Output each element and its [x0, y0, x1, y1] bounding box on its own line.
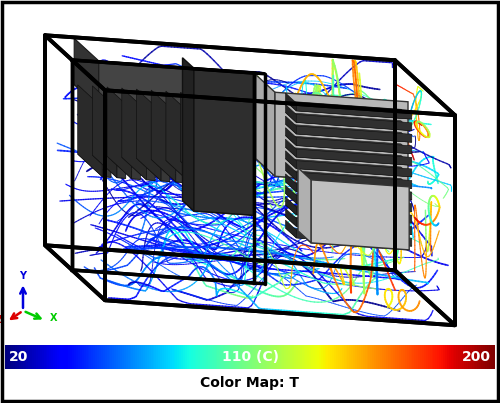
Polygon shape: [298, 168, 311, 243]
Polygon shape: [151, 90, 176, 182]
Polygon shape: [286, 174, 296, 192]
Polygon shape: [286, 93, 296, 111]
Polygon shape: [166, 160, 199, 184]
Polygon shape: [296, 230, 412, 246]
Polygon shape: [286, 101, 412, 119]
Polygon shape: [92, 86, 117, 178]
Polygon shape: [99, 61, 253, 118]
Polygon shape: [196, 93, 220, 185]
Polygon shape: [196, 162, 228, 186]
Polygon shape: [107, 87, 132, 179]
Polygon shape: [180, 162, 214, 185]
Polygon shape: [136, 89, 161, 181]
Polygon shape: [286, 128, 296, 145]
Polygon shape: [161, 112, 170, 181]
Polygon shape: [286, 139, 296, 157]
Polygon shape: [286, 208, 296, 226]
Polygon shape: [256, 75, 275, 176]
Polygon shape: [286, 162, 296, 180]
Polygon shape: [296, 195, 412, 212]
Polygon shape: [210, 94, 234, 186]
Polygon shape: [286, 228, 412, 246]
Text: Z: Z: [0, 315, 3, 324]
Polygon shape: [286, 124, 412, 142]
Polygon shape: [190, 114, 199, 184]
Polygon shape: [107, 156, 140, 179]
Polygon shape: [78, 85, 102, 177]
Polygon shape: [117, 108, 126, 179]
Polygon shape: [296, 218, 412, 235]
Polygon shape: [296, 137, 412, 154]
Polygon shape: [180, 92, 205, 184]
Polygon shape: [296, 207, 412, 223]
Polygon shape: [102, 107, 111, 177]
Polygon shape: [296, 114, 412, 131]
Polygon shape: [92, 155, 126, 179]
Polygon shape: [286, 136, 412, 154]
Polygon shape: [205, 115, 214, 185]
Polygon shape: [74, 85, 253, 118]
Polygon shape: [296, 172, 412, 189]
Polygon shape: [74, 38, 99, 107]
Polygon shape: [136, 158, 170, 181]
Polygon shape: [220, 116, 228, 186]
Polygon shape: [182, 58, 194, 211]
Text: 200: 200: [462, 350, 491, 364]
Polygon shape: [176, 112, 184, 183]
Polygon shape: [146, 110, 155, 181]
Polygon shape: [286, 182, 412, 200]
Text: Color Map: T: Color Map: T: [200, 376, 300, 391]
Polygon shape: [234, 117, 244, 187]
Polygon shape: [298, 231, 409, 250]
Polygon shape: [296, 103, 412, 119]
Polygon shape: [132, 110, 140, 179]
Polygon shape: [296, 184, 412, 200]
Polygon shape: [286, 216, 412, 235]
Polygon shape: [151, 159, 184, 183]
Polygon shape: [286, 220, 296, 238]
Polygon shape: [122, 157, 155, 181]
Polygon shape: [296, 161, 412, 177]
Polygon shape: [182, 201, 254, 215]
Polygon shape: [166, 91, 190, 183]
Polygon shape: [286, 185, 296, 203]
Polygon shape: [311, 180, 409, 250]
Polygon shape: [275, 92, 408, 186]
Polygon shape: [286, 170, 412, 189]
Text: X: X: [50, 313, 57, 323]
Polygon shape: [78, 154, 111, 177]
Polygon shape: [286, 112, 412, 131]
Polygon shape: [122, 88, 146, 180]
Polygon shape: [210, 164, 244, 187]
Polygon shape: [286, 151, 296, 168]
Polygon shape: [286, 116, 296, 134]
Polygon shape: [286, 159, 412, 177]
Text: Y: Y: [20, 270, 26, 280]
Text: 20: 20: [9, 350, 29, 364]
Polygon shape: [256, 159, 408, 186]
Polygon shape: [194, 68, 254, 215]
Polygon shape: [296, 149, 412, 165]
Polygon shape: [296, 126, 412, 142]
Polygon shape: [286, 205, 412, 223]
Polygon shape: [286, 147, 412, 165]
Polygon shape: [286, 104, 296, 123]
Polygon shape: [286, 197, 296, 215]
Text: 110 (C): 110 (C): [222, 350, 278, 364]
Polygon shape: [286, 193, 412, 212]
